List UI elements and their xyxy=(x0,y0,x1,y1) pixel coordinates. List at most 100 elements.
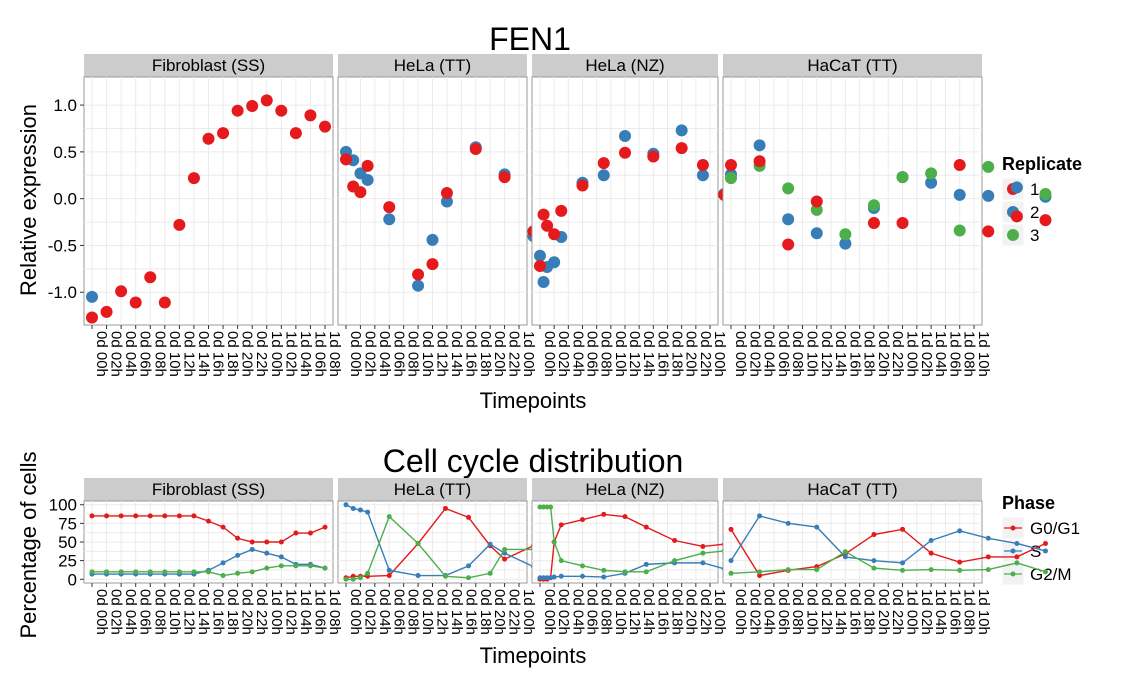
phase-point-G2/M xyxy=(220,573,226,579)
phase-point-S xyxy=(235,552,241,558)
panel-strip-label: Fibroblast (SS) xyxy=(152,480,265,499)
x-tick-label: 0d 12h xyxy=(434,589,451,635)
phase-point-G2/M xyxy=(544,504,550,510)
x-tick-label: 1d 06h xyxy=(311,589,328,635)
replicate-1-point xyxy=(534,260,546,273)
x-tick-label: 1d 04h xyxy=(932,331,949,377)
replicate-1-point xyxy=(619,146,631,159)
phase-point-G0/G1 xyxy=(643,524,649,530)
phase-point-G2/M xyxy=(350,576,356,582)
phase-point-G2/M xyxy=(900,567,906,573)
phase-point-G0/G1 xyxy=(601,511,607,517)
panel-strip xyxy=(338,478,527,501)
x-tick-label: 0d 02h xyxy=(108,331,125,377)
phase-point-G2/M xyxy=(643,569,649,575)
phase-point-G0/G1 xyxy=(871,532,877,538)
replicate-1-point xyxy=(541,219,554,232)
phase-s-key-point xyxy=(1010,548,1016,554)
replicate-1-point xyxy=(597,157,610,170)
panel-background xyxy=(722,76,983,326)
replicate-1-point xyxy=(782,238,795,251)
phase-point-G0/G1 xyxy=(307,530,313,536)
x-tick-label: 0d 20h xyxy=(491,589,508,635)
replicate-3-point xyxy=(810,203,823,216)
replicate-1-point xyxy=(202,132,215,145)
replicate-1-point xyxy=(383,201,396,214)
x-tick-label: 0d 04h xyxy=(376,331,393,377)
x-tick-label: 0d 02h xyxy=(555,331,572,377)
replicate-1-point xyxy=(469,143,482,156)
replicate-1-point xyxy=(982,225,995,238)
fen1-y-axis-title: Relative expression xyxy=(16,104,41,296)
phase-line-G2/M xyxy=(730,550,1046,575)
replicate-1-point xyxy=(576,179,589,192)
phase-point-S xyxy=(220,560,226,566)
x-tick-label: 0d 06h xyxy=(137,331,154,377)
phase-point-G0/G1 xyxy=(622,514,628,520)
phase-point-S xyxy=(537,575,543,581)
phase-point-S xyxy=(700,560,706,566)
x-tick-label: 0d 06h xyxy=(775,589,792,635)
replicate-2-point xyxy=(412,279,425,292)
phase-point-G0/G1 xyxy=(264,539,270,545)
replicate-2-point xyxy=(782,213,795,226)
x-tick-label: 0d 20h xyxy=(683,589,700,635)
panel-strip xyxy=(84,54,333,77)
phase-point-S xyxy=(842,554,848,560)
phase-point-G0/G1 xyxy=(1042,540,1048,546)
replicate-1-point xyxy=(555,204,568,217)
x-tick-label: 0d 06h xyxy=(775,331,792,377)
replicate-1-point xyxy=(275,104,288,117)
phase-point-S xyxy=(957,528,963,534)
phase-point-G2/M xyxy=(104,569,110,575)
replicate-1-point xyxy=(354,186,367,199)
replicate-1-point xyxy=(187,172,200,185)
phase-point-G2/M xyxy=(622,569,628,575)
phase-point-G2/M xyxy=(307,563,313,569)
replicate-1-point xyxy=(548,228,561,241)
panel-strip xyxy=(723,478,982,501)
panel-strip-label: Fibroblast (SS) xyxy=(152,56,265,75)
x-tick-label: 0d 18h xyxy=(861,331,878,377)
phase-point-S xyxy=(415,573,421,579)
x-tick-label: 0d 00h xyxy=(93,331,110,377)
phase-point-G0/G1 xyxy=(206,518,211,524)
phase-point-S xyxy=(541,575,547,581)
x-tick-label: 0d 22h xyxy=(506,589,523,635)
phase-point-G0/G1 xyxy=(176,513,182,519)
x-tick-label: 1d 04h xyxy=(297,331,314,377)
phase-point-G2/M xyxy=(206,569,211,575)
replicate-2-point xyxy=(361,173,374,186)
replicate-2-point xyxy=(1010,181,1023,194)
phase-point-G2/M xyxy=(601,567,607,573)
x-tick-label: 1d 00h xyxy=(268,589,285,635)
x-tick-label: 0d 14h xyxy=(832,331,849,377)
x-tick-label: 0d 20h xyxy=(875,589,892,635)
phase-point-S xyxy=(249,546,255,552)
phase-point-S xyxy=(814,524,820,530)
x-tick-label: 0d 08h xyxy=(405,589,422,635)
phase-point-S xyxy=(350,505,356,511)
x-tick-label: 1d 00h xyxy=(520,589,537,635)
replicate-3-point xyxy=(982,160,995,173)
phase-point-G2/M xyxy=(548,504,554,510)
x-tick-label: 0d 02h xyxy=(361,331,378,377)
phase-point-S xyxy=(900,560,906,566)
phase-point-G2/M xyxy=(293,563,299,569)
x-tick-label: 1d 06h xyxy=(311,331,328,377)
replicate-1-point xyxy=(173,218,186,231)
replicate-1-point xyxy=(675,142,688,155)
x-tick-label: 0d 22h xyxy=(506,331,523,377)
x-tick-label: 0d 14h xyxy=(448,589,465,635)
phase-point-G2/M xyxy=(728,570,734,576)
replicate-3-marker xyxy=(1007,229,1019,241)
replicate-3-point xyxy=(725,172,737,185)
phase-point-G2/M xyxy=(162,569,168,575)
phase-point-S xyxy=(785,520,791,526)
phase-point-G2/M xyxy=(133,569,139,575)
x-tick-label: 0d 12h xyxy=(434,331,451,377)
phase-point-G0/G1 xyxy=(466,514,472,520)
x-tick-label: 0d 04h xyxy=(761,589,778,635)
